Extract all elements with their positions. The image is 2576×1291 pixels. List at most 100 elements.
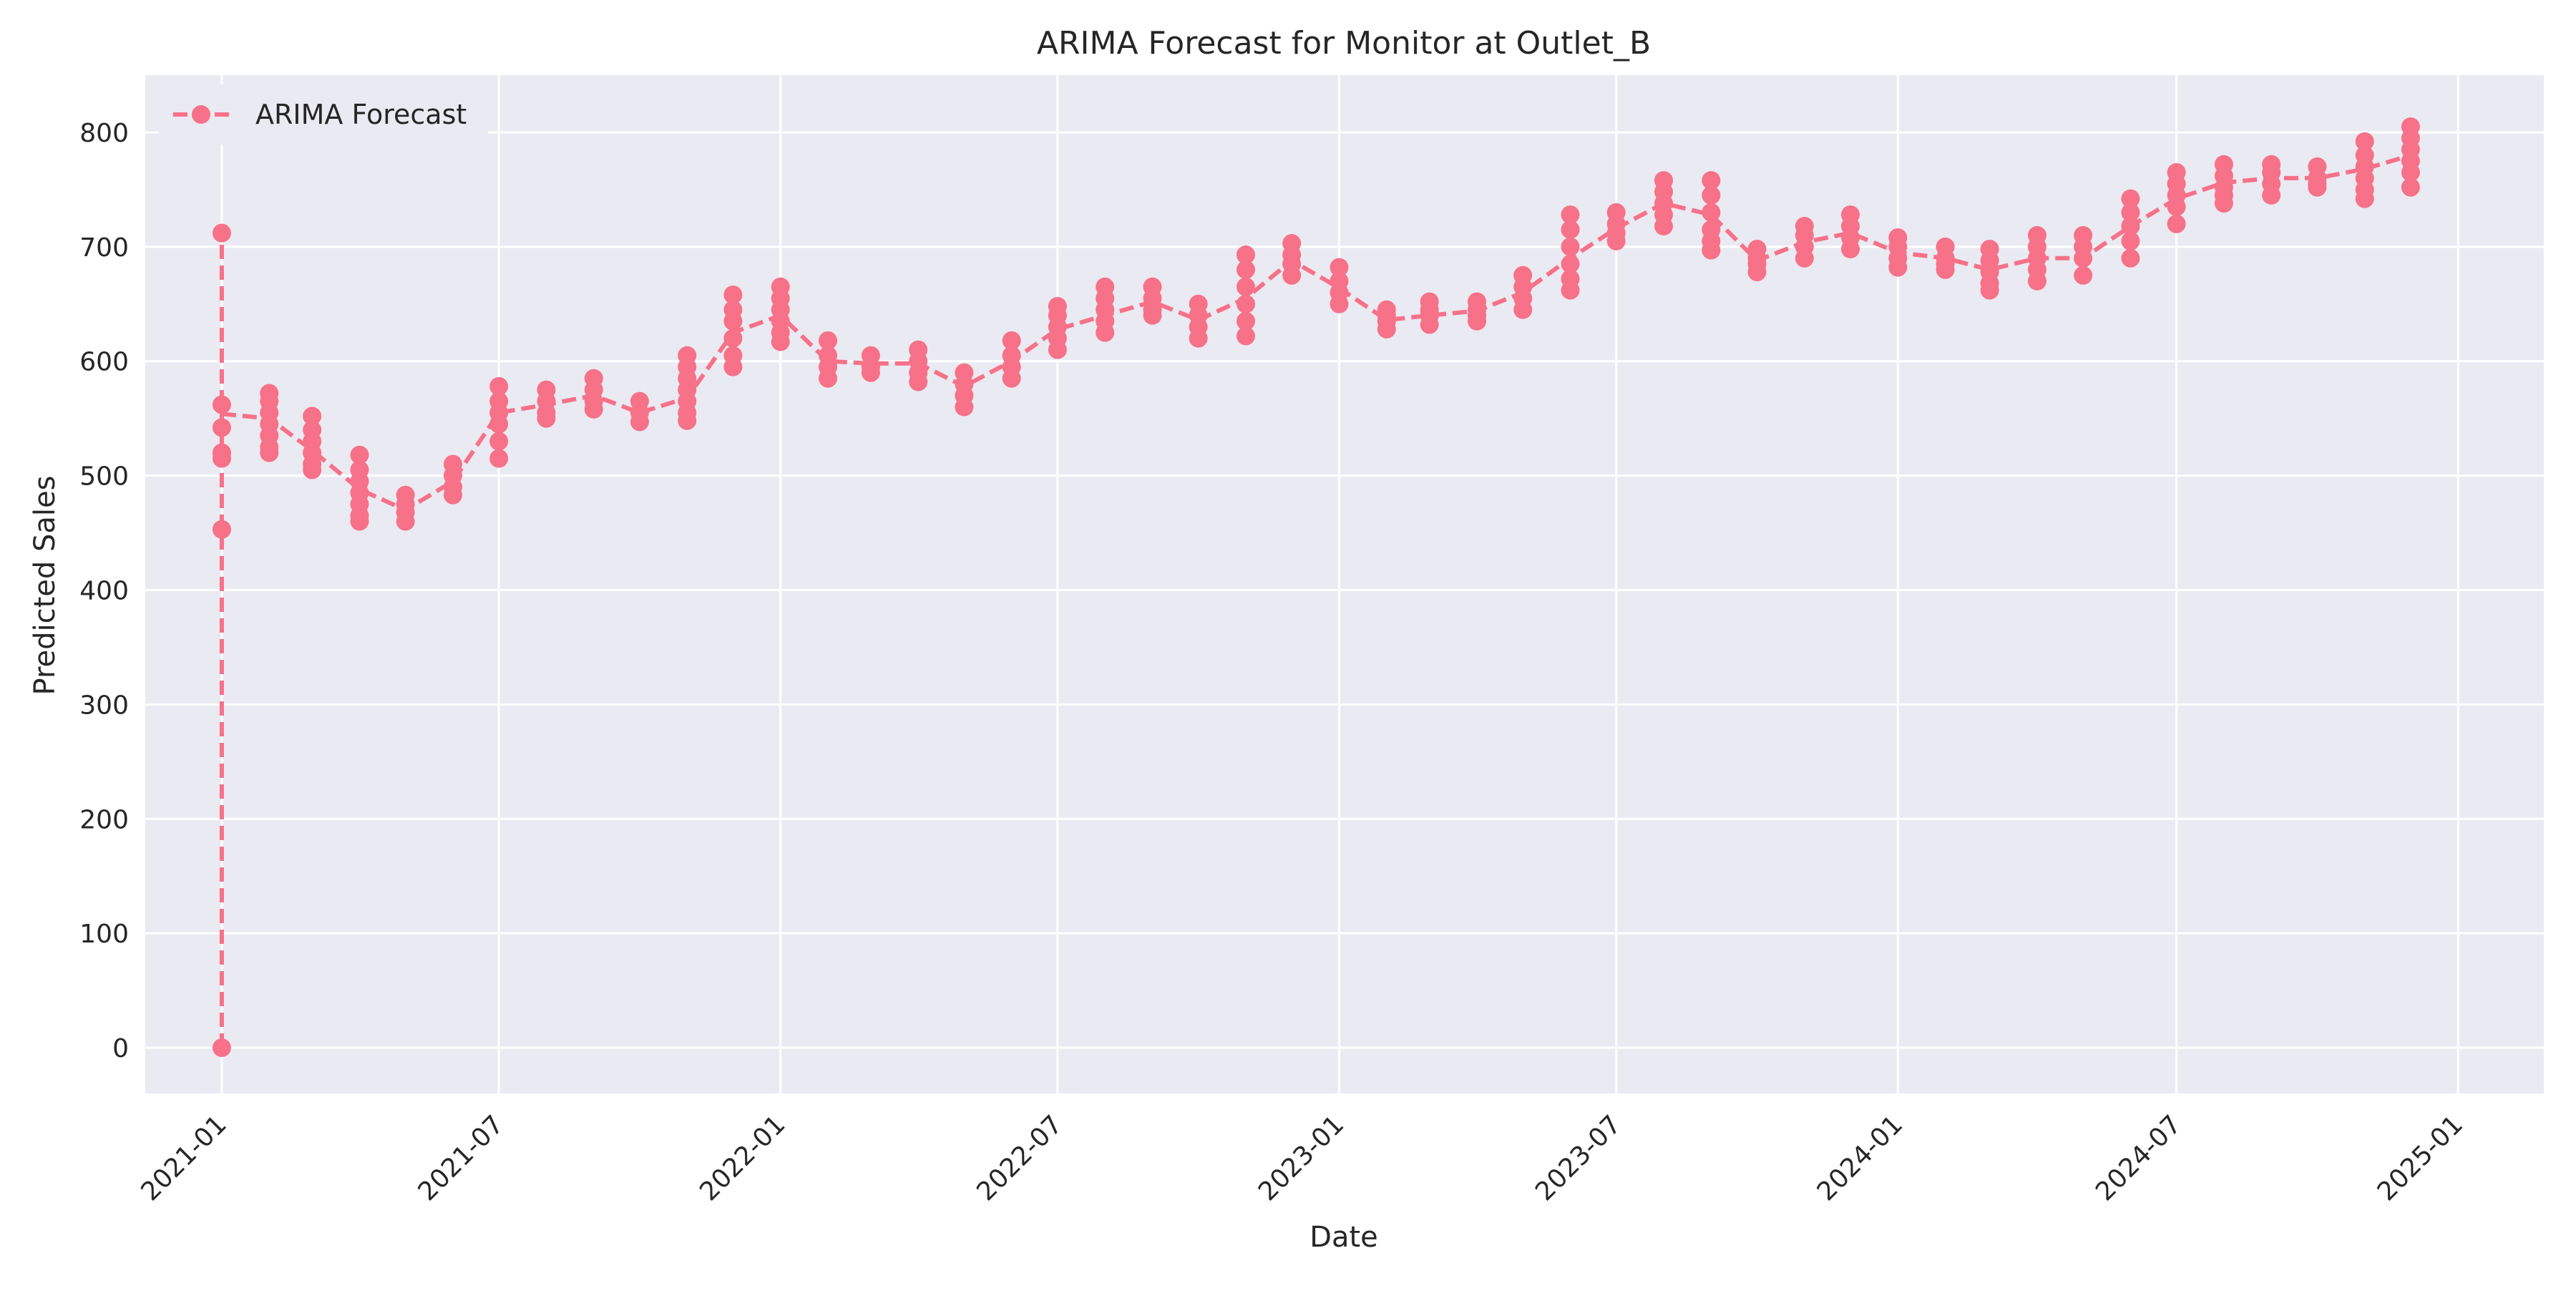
data-point [350, 445, 369, 464]
data-point [2355, 132, 2374, 151]
data-point [771, 332, 790, 351]
data-point [489, 376, 509, 396]
data-point [1702, 203, 1721, 222]
data-point [2121, 189, 2140, 208]
data-point [630, 412, 649, 432]
data-point [819, 331, 838, 350]
data-point [260, 443, 279, 462]
data-point [2167, 197, 2186, 216]
data-point [350, 512, 369, 531]
data-point [1561, 237, 1580, 256]
data-point [1236, 260, 1256, 279]
data-point [1282, 265, 1302, 285]
data-point [723, 328, 743, 348]
legend-marker-sample [192, 105, 210, 124]
y-tick-label: 800 [79, 119, 129, 148]
legend-label: ARIMA Forecast [255, 99, 467, 130]
data-point [1702, 171, 1721, 190]
y-tick-label: 700 [79, 233, 129, 263]
data-point [1143, 306, 1162, 325]
x-axis-label: Date [1309, 1221, 1378, 1254]
data-point [2401, 177, 2420, 197]
y-tick-label: 200 [79, 805, 129, 834]
data-point [723, 357, 743, 376]
data-point [212, 449, 231, 468]
data-point [1980, 281, 1999, 300]
y-tick-label: 0 [112, 1034, 129, 1063]
data-point [2355, 189, 2374, 208]
data-point [1513, 300, 1533, 319]
data-point [1561, 205, 1580, 225]
data-point [212, 1038, 231, 1058]
data-point [2308, 177, 2327, 197]
data-point [212, 520, 231, 539]
data-point [1702, 185, 1721, 205]
data-point [1747, 263, 1767, 282]
data-point [303, 460, 322, 479]
data-point [489, 432, 509, 451]
y-tick-label: 300 [79, 691, 129, 720]
data-point [1236, 326, 1256, 346]
plot-area [145, 75, 2544, 1093]
grid [145, 75, 2544, 1093]
series-arima-forecast [212, 117, 2420, 1058]
data-point [1236, 245, 1256, 265]
data-point [1048, 340, 1067, 359]
data-point [2121, 231, 2140, 250]
data-point [1002, 369, 1021, 388]
y-tick-label: 100 [79, 920, 129, 949]
data-point [1468, 311, 1487, 331]
data-point [396, 512, 415, 531]
data-point [443, 485, 462, 505]
data-point [1236, 311, 1256, 331]
data-point [1330, 294, 1349, 313]
data-point [212, 418, 231, 437]
y-axis-label: Predicted Sales [29, 476, 62, 696]
data-point [2027, 271, 2046, 291]
data-point [212, 223, 231, 243]
data-point [1702, 240, 1721, 260]
data-point [1561, 281, 1580, 300]
data-point [819, 369, 838, 388]
data-point [1561, 220, 1580, 239]
data-point [2074, 248, 2093, 268]
data-point [955, 397, 974, 416]
data-point [1236, 277, 1256, 296]
data-point [1236, 294, 1256, 313]
data-point [1377, 319, 1396, 338]
data-point [1840, 240, 1860, 259]
data-point [1888, 258, 1908, 277]
data-point [212, 395, 231, 414]
data-point [1189, 328, 1208, 348]
legend-frame [159, 84, 488, 145]
y-tick-label: 500 [79, 462, 129, 492]
data-point [1096, 323, 1115, 342]
data-point [2401, 162, 2420, 182]
data-point [1795, 248, 1814, 268]
data-point [861, 363, 880, 382]
data-point [2121, 203, 2140, 222]
data-point [678, 411, 697, 430]
legend: ARIMA Forecast [159, 84, 488, 145]
data-point [489, 449, 509, 468]
data-point [723, 285, 743, 304]
data-point [489, 414, 509, 434]
data-point [2121, 217, 2140, 236]
data-point [2262, 185, 2281, 205]
data-point [723, 311, 743, 331]
data-point [303, 406, 322, 426]
data-point [2214, 194, 2233, 213]
y-tick-label: 600 [79, 348, 129, 377]
data-point [1330, 258, 1349, 277]
data-point [2167, 214, 2186, 233]
data-point [1606, 231, 1626, 250]
data-point [1561, 254, 1580, 273]
data-point [2074, 265, 2093, 285]
data-point [2121, 248, 2140, 268]
data-point [537, 409, 556, 428]
data-point [909, 372, 928, 391]
data-point [1002, 331, 1021, 350]
data-point [584, 399, 603, 419]
y-tick-label: 400 [79, 576, 129, 605]
